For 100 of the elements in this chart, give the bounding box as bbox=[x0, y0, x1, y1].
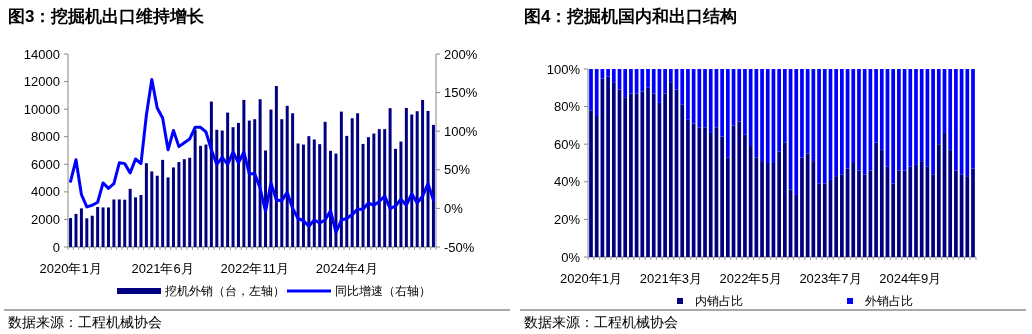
bar bbox=[269, 109, 273, 247]
bar bbox=[680, 104, 685, 257]
y-tick-label: 2000 bbox=[31, 211, 60, 227]
bar bbox=[253, 119, 257, 247]
bar bbox=[760, 161, 764, 257]
bar bbox=[611, 82, 616, 257]
x-tick-label: 2020年1月 bbox=[559, 271, 623, 286]
bar bbox=[879, 149, 884, 257]
bar bbox=[697, 127, 702, 257]
bar bbox=[919, 161, 924, 257]
bar bbox=[182, 159, 186, 247]
bar bbox=[301, 144, 305, 247]
bar bbox=[851, 69, 856, 163]
bar bbox=[817, 69, 821, 184]
bar bbox=[720, 136, 724, 257]
bar bbox=[171, 167, 175, 247]
bar bbox=[891, 69, 896, 184]
bar bbox=[908, 166, 913, 257]
bar bbox=[686, 69, 690, 120]
bar bbox=[840, 69, 844, 175]
bar bbox=[640, 69, 645, 92]
chart-title: 图3：挖掘机出口维持增长 bbox=[8, 7, 206, 26]
bar bbox=[589, 69, 593, 111]
bar bbox=[312, 139, 316, 247]
bar bbox=[177, 162, 181, 247]
bar bbox=[399, 141, 403, 247]
bar bbox=[783, 142, 787, 257]
bar bbox=[840, 174, 844, 257]
bar bbox=[703, 127, 707, 257]
bar bbox=[74, 213, 78, 247]
y-tick-label: 0 bbox=[52, 239, 60, 255]
bar bbox=[862, 69, 867, 175]
bar bbox=[623, 97, 628, 257]
bar bbox=[737, 121, 742, 257]
bar bbox=[623, 69, 628, 98]
y-tick-label: 6000 bbox=[31, 156, 60, 172]
bar bbox=[668, 82, 673, 257]
y-tick-label: 100% bbox=[546, 61, 581, 77]
bar bbox=[350, 118, 354, 247]
y-tick-label: 4000 bbox=[31, 184, 60, 200]
bar bbox=[948, 149, 953, 257]
bar bbox=[69, 218, 73, 247]
y-tick-label: 8000 bbox=[31, 129, 60, 145]
bar bbox=[862, 174, 867, 257]
bar bbox=[936, 144, 941, 257]
bar bbox=[800, 157, 804, 257]
legend-label: 内销占比 bbox=[695, 294, 743, 309]
y-tick-label: 10000 bbox=[23, 101, 60, 117]
bar bbox=[743, 134, 747, 257]
bar bbox=[805, 153, 810, 257]
bar bbox=[410, 114, 414, 247]
bar bbox=[606, 76, 610, 257]
bar bbox=[743, 69, 747, 135]
bar bbox=[274, 85, 278, 247]
bar bbox=[697, 69, 702, 128]
bar bbox=[965, 69, 970, 177]
bar bbox=[965, 176, 970, 257]
bar bbox=[954, 170, 958, 257]
bar bbox=[936, 69, 941, 145]
bar bbox=[834, 69, 839, 177]
bar bbox=[834, 176, 839, 257]
source-note: 数据来源：工程机械协会 bbox=[524, 314, 678, 330]
bar bbox=[209, 101, 213, 247]
bar bbox=[720, 69, 724, 137]
y2-tick-label: 200% bbox=[444, 46, 478, 62]
bar bbox=[280, 119, 284, 247]
bar bbox=[594, 116, 599, 257]
bar bbox=[128, 188, 132, 247]
bar bbox=[236, 122, 240, 247]
bar bbox=[161, 159, 165, 247]
bar bbox=[96, 207, 100, 247]
x-tick-label: 2021年6月 bbox=[131, 261, 194, 276]
x-tick-label: 2020年1月 bbox=[39, 261, 102, 276]
bar bbox=[908, 69, 913, 167]
bar bbox=[668, 69, 673, 83]
bar bbox=[680, 69, 685, 105]
bar bbox=[629, 69, 633, 94]
y-tick-label: 60% bbox=[553, 136, 581, 152]
bar bbox=[193, 129, 197, 247]
bar bbox=[426, 110, 430, 247]
bar bbox=[822, 69, 827, 184]
bar bbox=[377, 129, 381, 247]
x-tick-label: 2024年9月 bbox=[879, 271, 942, 286]
bar bbox=[144, 163, 148, 247]
bar bbox=[372, 133, 376, 247]
bar bbox=[247, 120, 251, 247]
bar bbox=[404, 107, 408, 247]
bar bbox=[897, 170, 901, 257]
bar bbox=[296, 143, 300, 247]
x-tick-label: 2022年5月 bbox=[719, 271, 782, 286]
bar bbox=[954, 69, 958, 171]
y2-tick-label: 150% bbox=[444, 85, 478, 101]
bar bbox=[79, 208, 83, 247]
bar bbox=[606, 69, 610, 77]
y-tick-label: 80% bbox=[553, 99, 581, 115]
y-tick-label: 14000 bbox=[23, 46, 60, 62]
bar bbox=[589, 110, 593, 257]
bar bbox=[123, 199, 127, 247]
x-tick-label: 2022年11月 bbox=[220, 261, 289, 276]
bar bbox=[919, 69, 924, 162]
